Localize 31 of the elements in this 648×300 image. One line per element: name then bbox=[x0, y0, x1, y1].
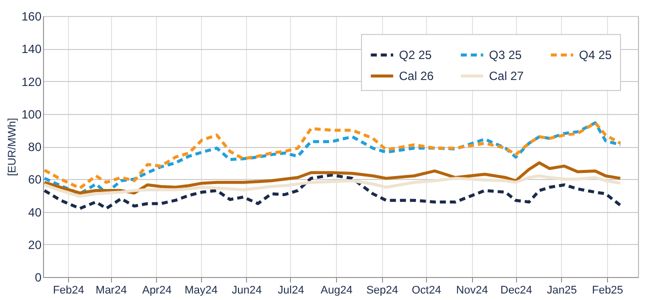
x-tick-label: Jul24 bbox=[278, 284, 304, 296]
legend-label: Q2 25 bbox=[399, 48, 432, 62]
line-series bbox=[42, 161, 622, 194]
x-tick-label: Dec24 bbox=[500, 284, 532, 296]
x-tick-label: Sep24 bbox=[366, 284, 398, 296]
y-tick-label: 100 bbox=[21, 107, 42, 122]
x-tick-label: Apr24 bbox=[142, 284, 172, 296]
x-tick-label: Mar24 bbox=[96, 284, 127, 296]
y-tick-label: 120 bbox=[21, 74, 42, 89]
x-tick-label: Aug24 bbox=[320, 284, 352, 296]
line-series bbox=[42, 174, 622, 198]
x-tick-label: May24 bbox=[184, 284, 218, 296]
x-tick-label: Nov24 bbox=[456, 284, 488, 296]
y-tick-label: 40 bbox=[28, 205, 42, 220]
y-tick-label: 60 bbox=[28, 172, 42, 187]
y-axis-title: [EUR/MWh] bbox=[6, 118, 18, 176]
y-tick-label: 80 bbox=[28, 140, 42, 154]
legend-label: Q3 25 bbox=[489, 48, 522, 62]
line-series bbox=[42, 174, 622, 210]
x-tick-label: Feb24 bbox=[52, 284, 84, 296]
y-tick-label: 160 bbox=[21, 10, 42, 24]
x-tick-label: Feb25 bbox=[592, 284, 624, 296]
y-tick-label: 0 bbox=[34, 270, 42, 284]
y-tick-label: 20 bbox=[28, 238, 42, 252]
legend-label: Cal 27 bbox=[489, 69, 524, 83]
x-tick-label: Oct24 bbox=[412, 284, 442, 296]
y-tick-label: 140 bbox=[21, 42, 42, 56]
legend-label: Cal 26 bbox=[399, 69, 434, 83]
x-tick-label: Jan25 bbox=[546, 284, 577, 296]
legend-label: Q4 25 bbox=[579, 48, 612, 62]
x-tick-label: Jun24 bbox=[232, 284, 262, 296]
